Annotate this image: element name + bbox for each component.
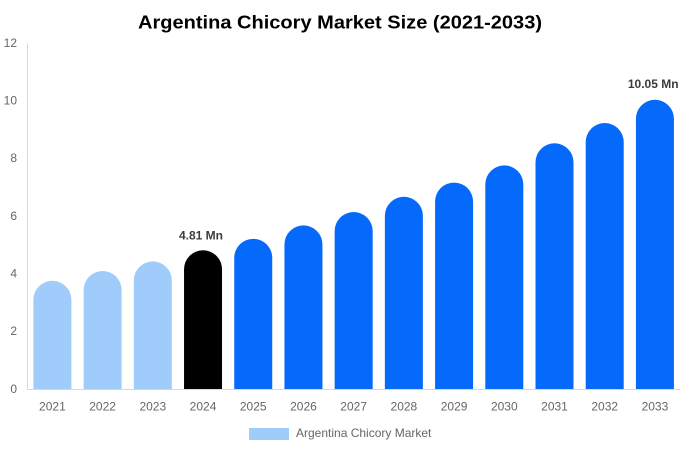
svg-text:2029: 2029 <box>441 400 468 414</box>
svg-text:12: 12 <box>4 36 18 50</box>
svg-text:Argentina Chicory Market: Argentina Chicory Market <box>296 426 432 440</box>
svg-text:2031: 2031 <box>541 400 568 414</box>
svg-text:4.81 Mn: 4.81 Mn <box>179 228 223 242</box>
svg-text:2021: 2021 <box>39 400 66 414</box>
svg-text:Argentina Chicory Market Size: Argentina Chicory Market Size (2021-2033… <box>138 12 542 32</box>
svg-text:2023: 2023 <box>139 400 166 414</box>
svg-text:0: 0 <box>10 382 17 396</box>
svg-text:2024: 2024 <box>190 400 217 414</box>
svg-text:2027: 2027 <box>340 400 367 414</box>
svg-text:2033: 2033 <box>642 400 669 414</box>
svg-text:2025: 2025 <box>240 400 267 414</box>
svg-text:10.05 Mn: 10.05 Mn <box>628 77 679 91</box>
svg-text:2022: 2022 <box>89 400 116 414</box>
svg-text:4: 4 <box>10 267 17 281</box>
svg-text:2028: 2028 <box>391 400 418 414</box>
svg-text:8: 8 <box>10 151 17 165</box>
svg-text:2030: 2030 <box>491 400 518 414</box>
svg-text:2032: 2032 <box>591 400 618 414</box>
svg-text:10: 10 <box>4 94 18 108</box>
svg-text:6: 6 <box>10 209 17 223</box>
svg-text:2: 2 <box>10 324 17 338</box>
svg-text:2026: 2026 <box>290 400 317 414</box>
